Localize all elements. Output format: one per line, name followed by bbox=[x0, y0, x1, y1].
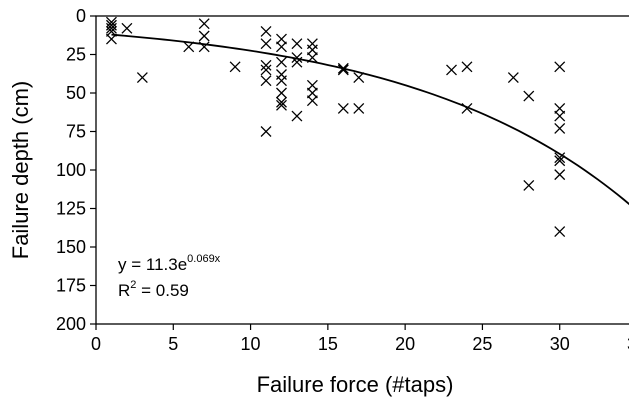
data-point bbox=[260, 126, 272, 137]
y-tick-label: 150 bbox=[56, 237, 86, 257]
data-point bbox=[121, 22, 133, 34]
data-point bbox=[554, 102, 566, 114]
x-tick-label: 25 bbox=[472, 334, 492, 354]
data-point bbox=[276, 33, 287, 45]
y-tick-label: 25 bbox=[66, 45, 86, 65]
data-point bbox=[136, 72, 148, 84]
data-point bbox=[554, 169, 566, 181]
x-tick-label: 30 bbox=[550, 334, 570, 354]
data-point bbox=[291, 38, 303, 50]
data-point bbox=[507, 72, 519, 84]
data-point bbox=[260, 38, 272, 50]
data-point bbox=[229, 61, 241, 73]
data-point bbox=[260, 64, 272, 76]
y-tick-label: 0 bbox=[76, 6, 86, 26]
data-points bbox=[105, 16, 566, 238]
data-point bbox=[276, 99, 287, 111]
x-tick-label: 20 bbox=[395, 334, 415, 354]
data-point bbox=[306, 44, 318, 56]
data-point bbox=[446, 64, 457, 76]
data-point bbox=[276, 87, 287, 99]
data-point bbox=[276, 41, 287, 53]
data-point bbox=[554, 155, 566, 167]
data-point bbox=[198, 18, 210, 30]
data-point bbox=[260, 75, 272, 87]
y-axis-label: Failure depth (cm) bbox=[8, 81, 33, 260]
data-point bbox=[353, 72, 365, 84]
data-point bbox=[353, 102, 365, 114]
data-point bbox=[291, 52, 303, 64]
y-axis-ticks: 0 25 50 75 100 125 150 175 200 bbox=[56, 6, 96, 334]
data-point bbox=[276, 56, 287, 68]
data-point bbox=[554, 110, 566, 122]
data-point bbox=[554, 152, 566, 164]
data-point bbox=[461, 61, 473, 73]
data-point bbox=[260, 25, 272, 37]
y-tick-label: 50 bbox=[66, 83, 86, 103]
y-tick-label: 175 bbox=[56, 276, 86, 296]
y-tick-label: 75 bbox=[66, 122, 86, 142]
data-point bbox=[554, 122, 566, 134]
data-point bbox=[276, 75, 287, 87]
r-squared-text: R2 = 0.59 bbox=[118, 279, 189, 300]
equation-text: y = 11.3e0.069x bbox=[118, 253, 221, 274]
data-point bbox=[105, 22, 117, 34]
data-point bbox=[337, 64, 349, 76]
data-point bbox=[337, 102, 349, 114]
data-point bbox=[198, 30, 210, 42]
x-tick-label: 5 bbox=[168, 334, 178, 354]
plot-area-frame bbox=[95, 15, 629, 325]
data-point bbox=[554, 226, 566, 238]
x-axis-label: Failure force (#taps) bbox=[257, 372, 454, 397]
y-tick-label: 125 bbox=[56, 199, 86, 219]
data-point bbox=[306, 87, 318, 99]
data-point bbox=[523, 90, 535, 102]
x-tick-label: 0 bbox=[91, 334, 101, 354]
x-axis-ticks: 0 5 10 15 20 25 30 35 bbox=[91, 324, 629, 354]
data-point bbox=[523, 179, 535, 191]
data-point bbox=[306, 95, 318, 107]
data-point bbox=[554, 61, 566, 73]
data-point bbox=[291, 110, 303, 122]
y-tick-label: 200 bbox=[56, 314, 86, 334]
data-point bbox=[306, 79, 318, 91]
x-tick-label: 10 bbox=[241, 334, 261, 354]
x-tick-label: 15 bbox=[318, 334, 338, 354]
data-point bbox=[260, 59, 272, 71]
x-tick-label: 35 bbox=[627, 334, 629, 354]
data-point bbox=[276, 96, 287, 108]
y-tick-label: 100 bbox=[56, 160, 86, 180]
trendline bbox=[111, 33, 629, 206]
